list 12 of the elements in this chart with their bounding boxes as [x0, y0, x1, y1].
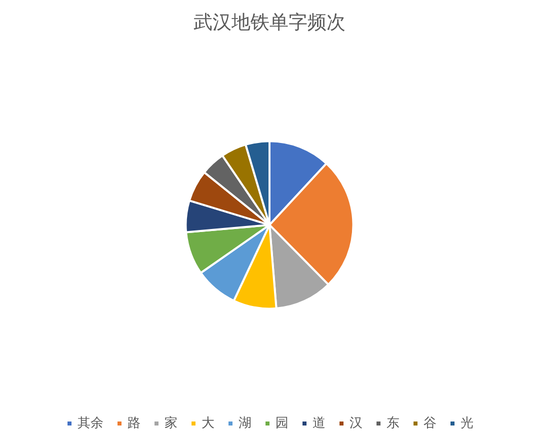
legend-label: 东	[386, 416, 400, 431]
legend-label: 路	[128, 416, 140, 431]
legend-label: 大	[202, 416, 214, 431]
legend-label: 家	[164, 415, 178, 431]
chart-title: 武汉地铁单字频次	[194, 12, 346, 34]
legend-label: 湖	[238, 416, 252, 431]
legend-label: 光	[460, 416, 474, 431]
legend-label: 其余	[78, 416, 104, 431]
legend-label: 谷	[424, 416, 436, 431]
legend-label: 汉	[350, 416, 362, 431]
legend-label: 道	[312, 416, 326, 431]
legend-label: 园	[276, 416, 288, 431]
